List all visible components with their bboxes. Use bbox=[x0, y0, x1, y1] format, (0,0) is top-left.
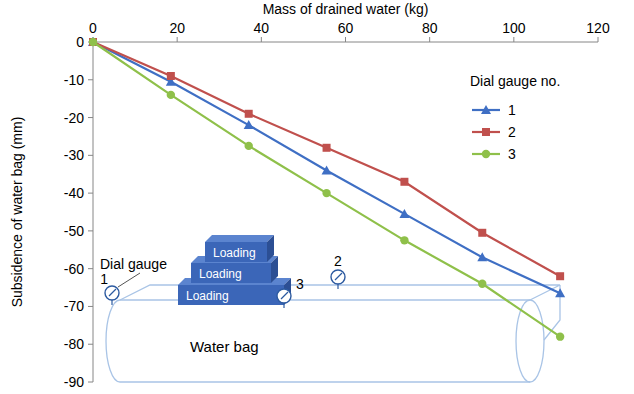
legend-title: Dial gauge no. bbox=[470, 73, 560, 89]
legend-label: 1 bbox=[508, 102, 516, 118]
dial-gauge bbox=[277, 289, 291, 303]
x-tick-label: 80 bbox=[422, 20, 438, 36]
dial-needle bbox=[281, 292, 288, 299]
legend-label: 2 bbox=[508, 124, 516, 140]
series-line bbox=[93, 42, 560, 276]
marker bbox=[482, 128, 490, 136]
leader bbox=[118, 273, 140, 287]
x-tick bbox=[345, 37, 346, 42]
y-tick bbox=[88, 306, 93, 307]
marker bbox=[399, 209, 409, 218]
x-tick bbox=[177, 37, 178, 42]
y-tick-label: 0 bbox=[76, 34, 84, 50]
marker bbox=[245, 110, 253, 118]
x-tick-label: 100 bbox=[502, 20, 526, 36]
x-tick bbox=[513, 37, 514, 42]
loading-block bbox=[191, 263, 271, 283]
y-tick bbox=[88, 382, 93, 383]
marker bbox=[477, 252, 487, 261]
gauge-number: 3 bbox=[296, 276, 304, 292]
y-axis-line bbox=[93, 42, 94, 382]
marker bbox=[89, 38, 97, 46]
dial-needle bbox=[335, 273, 342, 280]
marker bbox=[245, 142, 253, 150]
loading-label: Loading bbox=[186, 289, 229, 303]
x-tick bbox=[261, 37, 262, 42]
loading-block bbox=[205, 242, 267, 262]
y-tick-label: -70 bbox=[64, 298, 84, 314]
x-tick-label: 40 bbox=[254, 20, 270, 36]
marker bbox=[482, 150, 490, 158]
y-tick bbox=[88, 79, 93, 80]
y-tick bbox=[88, 155, 93, 156]
dial-stem bbox=[283, 303, 284, 308]
marker bbox=[400, 178, 408, 186]
loading-top bbox=[205, 235, 274, 242]
x-tick-label: 120 bbox=[586, 20, 610, 36]
y-tick bbox=[88, 193, 93, 194]
y-tick-label: -10 bbox=[64, 72, 84, 88]
y-tick-label: -40 bbox=[64, 185, 84, 201]
y-tick bbox=[88, 268, 93, 269]
water-bag-label: Water bag bbox=[190, 338, 259, 355]
y-tick-label: -20 bbox=[64, 110, 84, 126]
y-tick bbox=[88, 344, 93, 345]
inset-diagram: Loading Loading Loading Water bag Dial gauge… bbox=[100, 235, 560, 382]
axes: 0 20 40 60 80 100 120 0 -10 -20 -30 -40 -50 -60 -70 -80… bbox=[9, 1, 610, 390]
x-axis-title: Mass of drained water (kg) bbox=[263, 1, 429, 17]
y-tick-label: -60 bbox=[64, 261, 84, 277]
gauge-number: 2 bbox=[334, 253, 342, 269]
legend: Dial gauge no. 1 2 3 bbox=[470, 73, 560, 162]
loading-label: Loading bbox=[213, 246, 256, 260]
marker bbox=[400, 236, 408, 244]
loading-side bbox=[271, 256, 278, 283]
marker bbox=[244, 120, 254, 129]
marker bbox=[322, 189, 330, 197]
marker bbox=[481, 105, 491, 114]
marker bbox=[167, 91, 175, 99]
dial-stem bbox=[111, 300, 112, 305]
marker bbox=[478, 229, 486, 237]
marker bbox=[556, 272, 564, 280]
marker bbox=[556, 332, 564, 340]
series-line bbox=[93, 42, 560, 293]
marker bbox=[89, 38, 97, 46]
data bbox=[88, 37, 565, 341]
gauge-number: 1 bbox=[100, 271, 108, 287]
x-tick-label: 60 bbox=[338, 20, 354, 36]
chart: Loading Loading Loading Water bag Dial gauge… bbox=[0, 0, 634, 394]
y-tick bbox=[88, 117, 93, 118]
y-tick-label: -50 bbox=[64, 223, 84, 239]
water-bag-top bbox=[120, 285, 560, 340]
x-tick-label: 20 bbox=[169, 20, 185, 36]
dial-gauge-label: Dial gauge bbox=[100, 256, 167, 272]
y-tick-label: -30 bbox=[64, 147, 84, 163]
loading-label: Loading bbox=[199, 267, 242, 281]
marker bbox=[555, 288, 565, 297]
dial-stem bbox=[337, 284, 338, 289]
y-tick-label: -80 bbox=[64, 336, 84, 352]
x-tick bbox=[598, 37, 599, 42]
y-tick-label: -90 bbox=[64, 374, 84, 390]
series-line bbox=[93, 42, 560, 337]
y-axis-title: Subsidence of water bag (mm) bbox=[9, 117, 25, 308]
marker bbox=[322, 165, 332, 174]
x-tick bbox=[429, 37, 430, 42]
loading-block bbox=[178, 285, 284, 305]
legend-label: 3 bbox=[508, 146, 516, 162]
water-bag bbox=[106, 300, 544, 382]
loading-side bbox=[267, 235, 274, 262]
dial-gauge bbox=[331, 270, 345, 284]
marker bbox=[167, 72, 175, 80]
marker bbox=[323, 144, 331, 152]
dial-needle bbox=[109, 289, 116, 296]
x-tick-label: 0 bbox=[89, 20, 97, 36]
marker bbox=[478, 280, 486, 288]
dial-gauge bbox=[105, 286, 119, 300]
y-tick bbox=[88, 230, 93, 231]
